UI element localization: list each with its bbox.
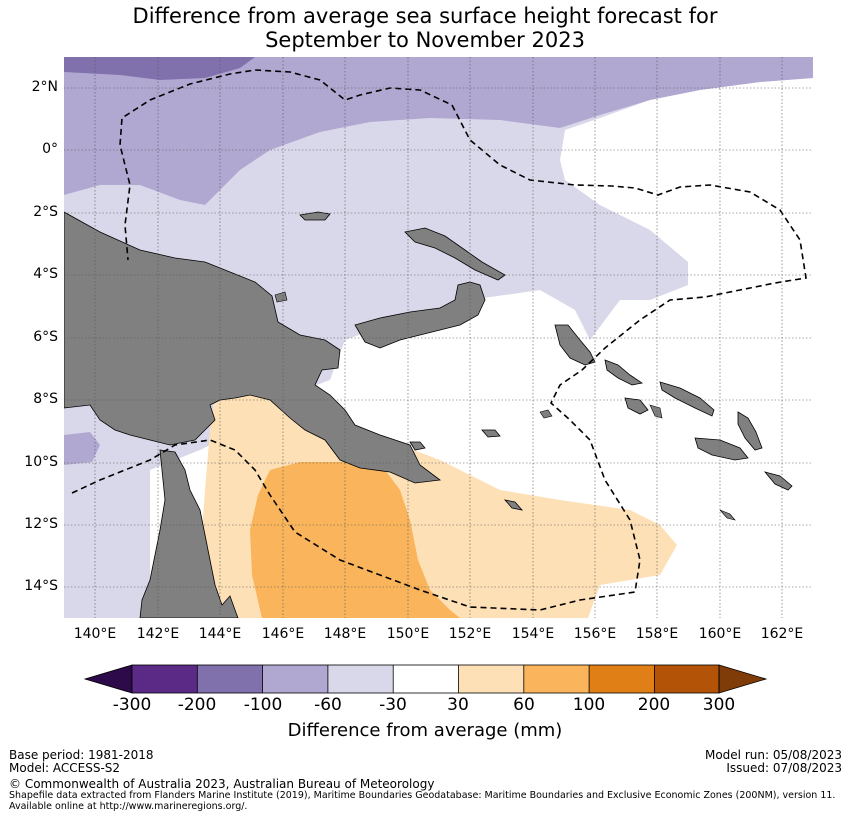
lon-label-150e: 150°E [386,626,430,642]
land-new-ireland [404,227,506,281]
land-new-britain [354,281,486,349]
lon-label-162e: 162°E [760,626,804,642]
land-solomon-new-georgia [624,397,649,415]
colorbar-swatch-4 [327,665,394,693]
model-name: Model: ACCESS-S2 [9,761,121,775]
eez-boundary [71,69,807,611]
colorbar-swatch-8 [589,665,655,693]
colorbar-tick-label: 200 [637,695,671,715]
anomaly-field-medium-positive [250,462,460,618]
shapefile-credit-line1: Shapefile data extracted from Flanders M… [9,790,836,801]
gridlines [64,57,813,618]
lon-label-146e: 146°E [261,626,305,642]
lon-label-160e: 160°E [698,626,742,642]
lon-label-156e: 156°E [573,626,617,642]
lat-label-0: 0° [42,141,58,157]
colorbar-tick-label: 60 [513,695,535,715]
land-australia-cape-york [139,449,239,618]
model-run: Model run: 05/08/2023 [704,748,842,762]
anomaly-field-medium-negative [64,57,813,205]
anomaly-field-strong-negative [64,57,255,80]
land-manus [299,211,331,221]
colorbar-title: Difference from average (mm) [287,720,563,741]
land-solomon-choiseul [604,359,644,386]
colorbar-swatch-6 [458,665,524,693]
colorbar-tick-label: -200 [177,695,217,715]
chart-title-line2: September to November 2023 [265,28,585,52]
lat-label-10s: 10°S [24,454,58,470]
chart-title-line1: Difference from average sea surface heig… [132,4,718,28]
colorbar-tick-label: 100 [572,695,606,715]
colorbar-tick-label: -30 [379,695,407,715]
lat-label-2n: 2°N [31,79,58,95]
base-period: Base period: 1981-2018 [9,748,154,762]
colorbar-tick-label: -100 [243,695,283,715]
lon-label-152e: 152°E [448,626,492,642]
land-dentrecasteaux [409,441,426,451]
lon-label-154e: 154°E [511,626,555,642]
colorbar-tick-label: 300 [702,695,736,715]
lon-label-158e: 158°E [635,626,679,642]
colorbar-swatch-5 [393,665,459,693]
lat-label-4s: 4°S [33,266,58,282]
lat-label-12s: 12°S [24,516,58,532]
anomaly-field-medium-negative-west [64,432,100,465]
lat-label-2s: 2°S [33,204,58,220]
lon-label-140e: 140°E [73,626,117,642]
copyright: © Commonwealth of Australia 2023, Austra… [9,777,435,791]
colorbar-extend-low [83,664,133,694]
colorbar-swatch-7 [523,665,590,693]
land-small-islands [274,291,736,521]
lon-label-142e: 142°E [136,626,180,642]
colorbar-extend-high [718,664,768,694]
issued-date: Issued: 07/08/2023 [726,761,842,775]
land-solomon-makira [763,471,793,491]
land-solomon-guadalcanal [694,437,749,461]
colorbar-swatch-9 [654,665,719,693]
colorbar-swatch-3 [262,665,328,693]
colorbar-swatch-1 [132,665,198,693]
lon-label-144e: 144°E [198,626,242,642]
shapefile-credit-line2: Available online at http://www.marinereg… [9,801,248,812]
land-louisiade [503,499,524,511]
lat-label-14s: 14°S [24,578,58,594]
lat-label-6s: 6°S [33,329,58,345]
colorbar-tick-label: 30 [447,695,469,715]
lat-label-8s: 8°S [33,391,58,407]
colorbar-tick-label: -300 [112,695,152,715]
colorbar-swatch-2 [197,665,263,693]
lon-label-148e: 148°E [323,626,367,642]
land-solomon-malaita [737,411,763,451]
colorbar-tick-label: -60 [314,695,342,715]
land-trobriand [481,429,501,438]
land-solomon-santa-isabel [659,381,715,417]
